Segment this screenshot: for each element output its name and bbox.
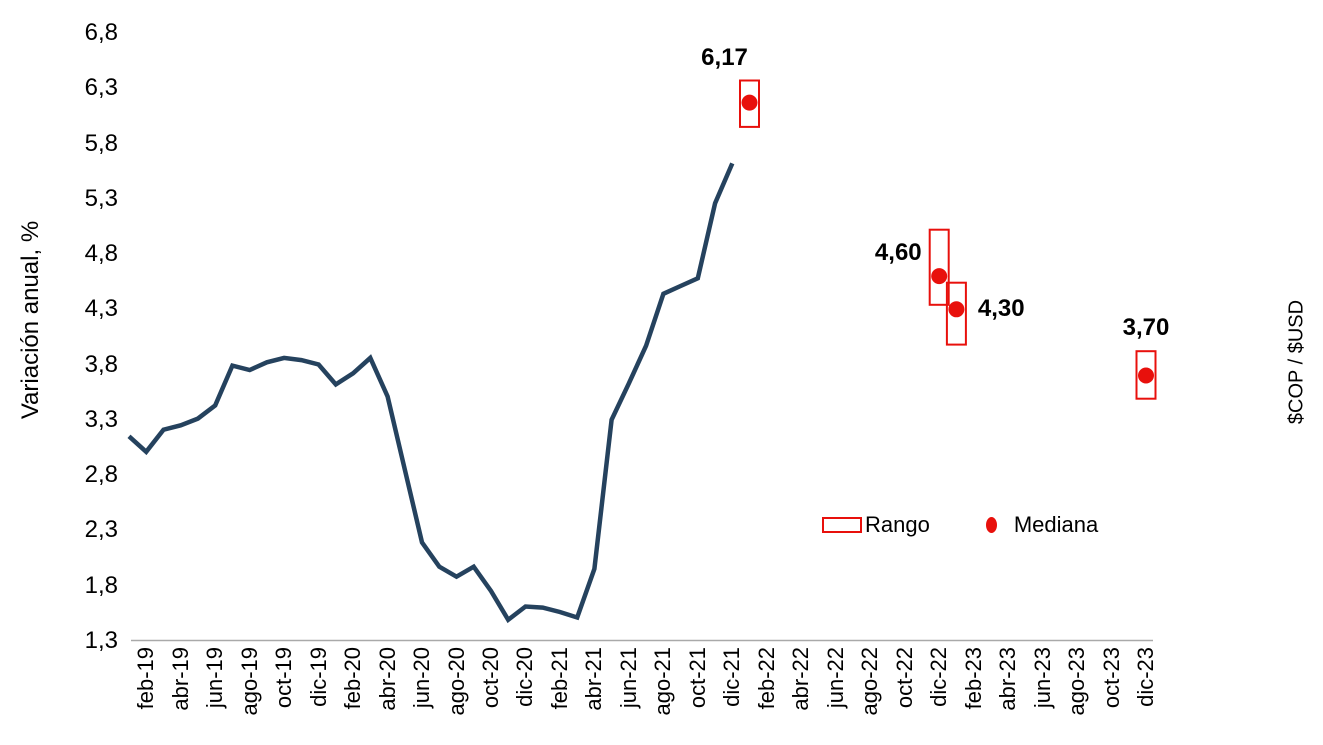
observed-line <box>127 162 735 624</box>
legend-spacer <box>930 525 986 526</box>
x-tick-label: oct-19 <box>271 647 297 709</box>
x-tick-label: feb-21 <box>546 647 572 710</box>
forecast-range-box <box>1135 350 1157 400</box>
y-tick-label: 2,3 <box>84 516 118 544</box>
x-tick-label: dic-23 <box>1133 647 1158 707</box>
forecast-range-box <box>739 79 760 128</box>
y-tick-label: 6,3 <box>84 74 118 102</box>
x-tick-label: ago-20 <box>443 647 469 716</box>
y-tick-label: 4,3 <box>84 295 118 323</box>
x-tick-label: oct-21 <box>684 647 710 709</box>
x-tick-label: jun-20 <box>409 647 435 709</box>
y-tick-label: 4,8 <box>84 240 118 267</box>
x-tick-label: jun-21 <box>615 647 641 709</box>
y-tick-label: 3,3 <box>84 405 118 433</box>
legend-label-mediana: Mediana <box>1013 512 1099 537</box>
forecast-value-label: 4,60 <box>874 239 922 267</box>
forecast-value-label: 3,70 <box>1122 314 1170 342</box>
legend-label-rango: Rango <box>865 512 930 537</box>
x-tick-label: dic-19 <box>305 647 331 707</box>
y-tick-label: 1,8 <box>84 571 118 599</box>
forecast-range-box <box>928 228 950 306</box>
chart-legend: Rango Mediana <box>822 512 1098 538</box>
forecast-median-dot <box>931 268 948 285</box>
x-tick-label: oct-23 <box>1098 647 1124 709</box>
x-tick-label: jun-23 <box>1029 647 1055 709</box>
y-tick-label: 3,8 <box>84 350 118 378</box>
forecast-range-box <box>945 281 967 346</box>
x-tick-label: feb-19 <box>133 647 159 710</box>
x-tick-label: oct-22 <box>891 647 917 709</box>
forecast-median-dot <box>1138 367 1154 384</box>
forecast-median-dot <box>948 301 965 318</box>
x-tick-label: ago-23 <box>1064 647 1090 716</box>
y-tick-label: 6,8 <box>84 19 118 46</box>
x-tick-label: jun-19 <box>202 647 228 709</box>
x-tick-label: dic-22 <box>926 647 952 707</box>
y-tick-label: 2,8 <box>84 461 118 488</box>
x-tick-label: abr-19 <box>167 647 193 711</box>
x-tick-label: dic-20 <box>512 647 538 707</box>
x-tick-label: ago-21 <box>650 647 676 716</box>
x-tick-label: ago-22 <box>857 647 883 716</box>
x-tick-label: abr-23 <box>995 647 1021 711</box>
x-tick-label: feb-20 <box>340 647 366 710</box>
forecast-median-dot <box>741 94 758 111</box>
forecast-value-label: 6,17 <box>701 43 748 71</box>
x-tick-label: abr-21 <box>581 647 607 711</box>
x-tick-label: oct-20 <box>477 647 503 709</box>
x-tick-label: jun-22 <box>822 647 848 709</box>
x-tick-label: ago-19 <box>236 647 262 716</box>
y-tick-label: 1,3 <box>84 626 118 654</box>
range-box-legend-icon <box>822 517 862 533</box>
y-tick-label: 5,8 <box>84 129 118 157</box>
median-dot-legend-icon <box>985 517 997 533</box>
x-tick-label: abr-22 <box>788 647 814 711</box>
x-tick-label: feb-23 <box>960 647 986 710</box>
x-tick-label: dic-21 <box>719 647 745 707</box>
x-tick-label: feb-22 <box>753 647 779 710</box>
forecast-value-label: 4,30 <box>977 295 1025 323</box>
x-tick-label: abr-20 <box>374 647 400 711</box>
y-tick-label: 5,3 <box>84 184 118 212</box>
